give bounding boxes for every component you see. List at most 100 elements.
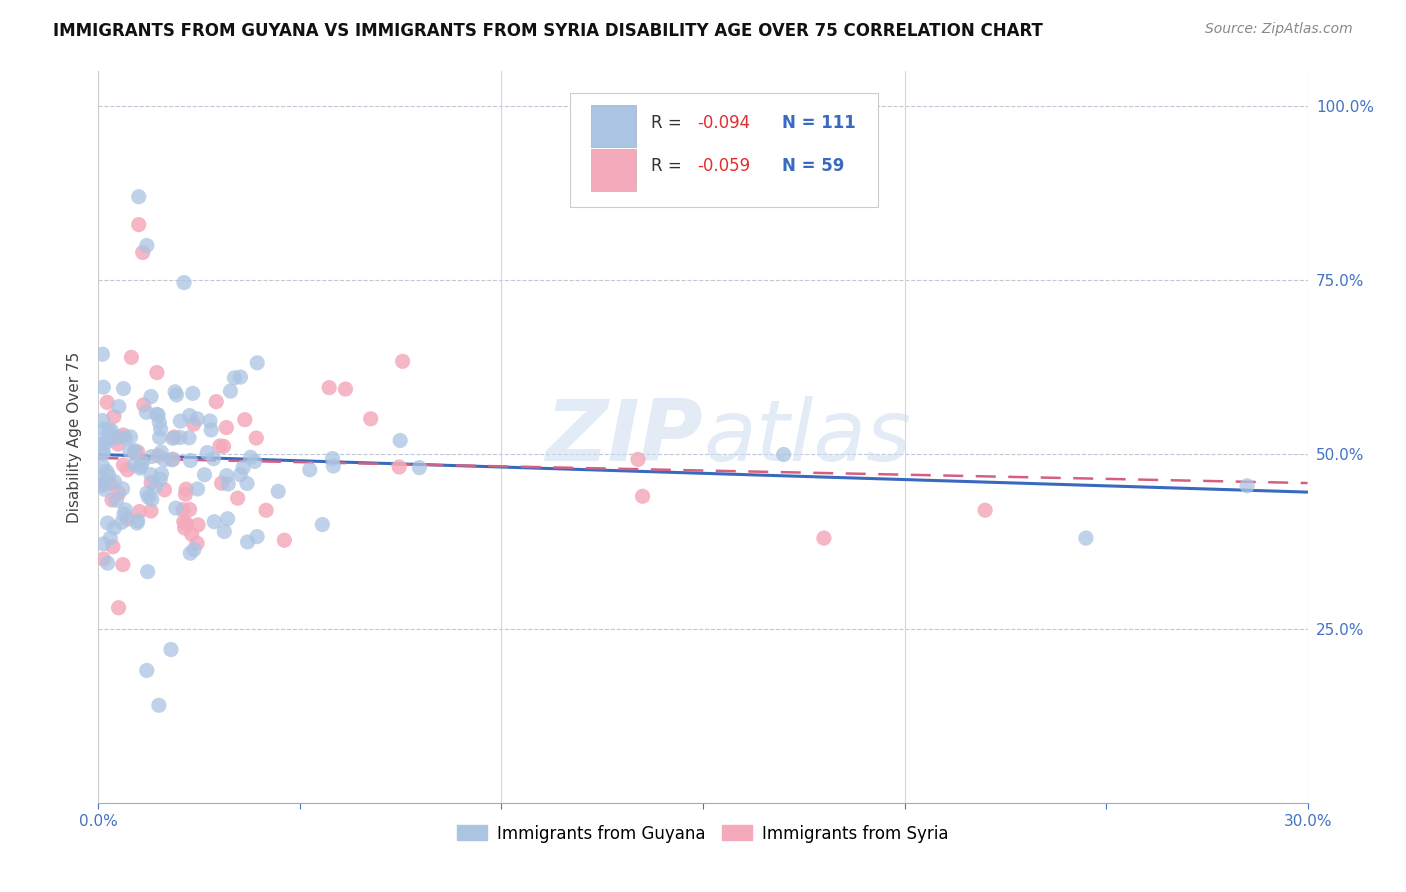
Text: N = 111: N = 111 bbox=[782, 113, 855, 131]
Text: atlas: atlas bbox=[703, 395, 911, 479]
Point bbox=[97, 516, 120, 530]
Point bbox=[124, 458, 146, 472]
Point bbox=[169, 430, 191, 444]
Point bbox=[187, 517, 209, 532]
Point bbox=[246, 356, 269, 370]
Point bbox=[117, 463, 139, 477]
Point bbox=[93, 380, 115, 394]
Point bbox=[174, 487, 197, 501]
Point bbox=[186, 536, 208, 550]
Point bbox=[93, 436, 115, 450]
Point bbox=[311, 517, 333, 532]
Point bbox=[772, 448, 794, 462]
Point bbox=[139, 504, 162, 518]
Point bbox=[318, 381, 340, 395]
Point bbox=[160, 642, 183, 657]
Point bbox=[98, 531, 121, 545]
Point bbox=[179, 453, 201, 467]
Point bbox=[132, 398, 155, 412]
Point bbox=[215, 420, 238, 434]
Point bbox=[141, 492, 163, 507]
Point bbox=[146, 366, 169, 380]
Point bbox=[103, 409, 125, 424]
Point bbox=[229, 467, 252, 482]
Point bbox=[112, 507, 135, 521]
Point bbox=[200, 423, 222, 437]
Point bbox=[186, 412, 208, 426]
Point bbox=[108, 400, 131, 414]
Point bbox=[120, 430, 142, 444]
Text: -0.059: -0.059 bbox=[697, 158, 749, 176]
Point bbox=[91, 476, 114, 491]
Point bbox=[163, 430, 186, 444]
Point bbox=[153, 483, 176, 497]
Y-axis label: Disability Age Over 75: Disability Age Over 75 bbox=[67, 351, 83, 523]
Point bbox=[974, 503, 997, 517]
Point bbox=[322, 451, 344, 466]
Point bbox=[160, 452, 183, 467]
Point bbox=[165, 384, 187, 399]
Point bbox=[101, 493, 124, 508]
Point bbox=[107, 430, 129, 444]
Point bbox=[112, 428, 135, 442]
Point bbox=[135, 238, 157, 252]
Point bbox=[141, 450, 163, 464]
Point bbox=[165, 501, 187, 516]
Point bbox=[229, 370, 252, 384]
Point bbox=[129, 459, 152, 474]
Point bbox=[273, 533, 295, 548]
Point bbox=[174, 482, 197, 496]
Point bbox=[135, 664, 157, 678]
Point bbox=[91, 347, 114, 361]
Point bbox=[107, 437, 129, 451]
Text: R =: R = bbox=[651, 158, 688, 176]
Point bbox=[219, 384, 242, 398]
Point bbox=[1074, 531, 1097, 545]
Point bbox=[179, 409, 201, 423]
Point bbox=[179, 546, 201, 560]
Point bbox=[166, 388, 188, 402]
Point bbox=[215, 468, 238, 483]
Point bbox=[205, 394, 228, 409]
Point bbox=[388, 460, 411, 475]
Point bbox=[217, 512, 239, 526]
Point bbox=[127, 514, 149, 528]
Point bbox=[173, 521, 195, 535]
Point bbox=[148, 449, 170, 463]
Point bbox=[118, 444, 141, 458]
Point bbox=[139, 390, 162, 404]
Point bbox=[389, 434, 412, 448]
Point bbox=[233, 412, 256, 426]
Point bbox=[125, 516, 148, 530]
Point bbox=[93, 432, 115, 446]
Point bbox=[145, 480, 167, 494]
Point bbox=[114, 503, 136, 517]
Point bbox=[162, 452, 184, 467]
Point bbox=[129, 461, 152, 475]
Point bbox=[136, 486, 159, 500]
Point bbox=[96, 395, 118, 409]
Point bbox=[96, 464, 118, 478]
Point bbox=[177, 431, 200, 445]
Text: -0.094: -0.094 bbox=[697, 113, 749, 131]
Point bbox=[141, 475, 163, 490]
Point bbox=[1236, 479, 1258, 493]
Point bbox=[226, 491, 249, 505]
Point bbox=[111, 516, 134, 530]
Point bbox=[97, 556, 120, 570]
Point bbox=[149, 472, 172, 486]
Point bbox=[128, 190, 150, 204]
Point bbox=[183, 417, 205, 431]
Point bbox=[202, 451, 225, 466]
Point bbox=[128, 504, 150, 518]
Text: ZIP: ZIP bbox=[546, 395, 703, 479]
Point bbox=[236, 535, 259, 549]
Point bbox=[627, 452, 650, 467]
Point bbox=[120, 351, 142, 365]
Point bbox=[187, 482, 209, 496]
Point bbox=[243, 454, 266, 468]
Point bbox=[181, 386, 204, 401]
Point bbox=[212, 439, 235, 453]
Point bbox=[174, 516, 197, 531]
Point bbox=[101, 540, 124, 554]
